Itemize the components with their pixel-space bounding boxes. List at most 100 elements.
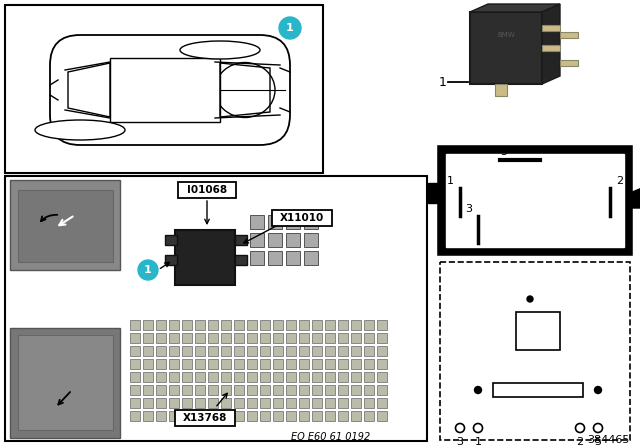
Bar (143, 411, 153, 421)
Bar (234, 359, 244, 369)
Bar (304, 215, 318, 229)
Bar (250, 233, 264, 247)
Bar (286, 398, 296, 408)
Circle shape (138, 260, 158, 280)
Bar (195, 385, 205, 395)
Bar (268, 251, 282, 265)
Bar (286, 233, 300, 247)
Bar (156, 359, 166, 369)
Bar (299, 398, 309, 408)
Bar (440, 262, 630, 440)
Bar (175, 410, 235, 426)
Bar (169, 372, 179, 382)
Bar (351, 333, 361, 343)
Bar (250, 215, 264, 229)
Bar (250, 251, 264, 265)
Bar (221, 411, 231, 421)
Text: X11010: X11010 (280, 213, 324, 223)
Bar (221, 333, 231, 343)
Bar (130, 359, 140, 369)
Text: 384465: 384465 (588, 435, 630, 445)
Bar (182, 359, 192, 369)
Bar (195, 398, 205, 408)
Bar (304, 251, 318, 265)
Bar (286, 359, 296, 369)
Bar (338, 411, 348, 421)
Bar (143, 359, 153, 369)
Bar (260, 320, 270, 330)
Bar (351, 398, 361, 408)
Text: I01068: I01068 (187, 185, 227, 195)
Bar (299, 320, 309, 330)
Text: 3: 3 (456, 437, 463, 447)
Bar (286, 215, 300, 229)
Bar (10, 180, 120, 270)
Bar (560, 60, 578, 66)
Bar (273, 346, 283, 356)
Bar (351, 320, 361, 330)
Bar (247, 372, 257, 382)
Circle shape (595, 387, 602, 393)
Bar (338, 346, 348, 356)
Bar (182, 333, 192, 343)
Bar (286, 385, 296, 395)
Bar (325, 385, 335, 395)
Bar (542, 45, 560, 51)
Bar (165, 235, 177, 245)
Bar (338, 320, 348, 330)
Bar (364, 333, 374, 343)
Ellipse shape (35, 120, 125, 140)
Bar (299, 411, 309, 421)
Bar (325, 359, 335, 369)
Bar (156, 398, 166, 408)
Polygon shape (542, 4, 560, 84)
Bar (247, 346, 257, 356)
Bar (495, 84, 507, 96)
FancyBboxPatch shape (50, 35, 290, 145)
Bar (208, 372, 218, 382)
Bar (286, 251, 300, 265)
Ellipse shape (215, 63, 275, 117)
Bar (325, 372, 335, 382)
Bar (312, 346, 322, 356)
Bar (286, 411, 296, 421)
Circle shape (279, 17, 301, 39)
Bar (273, 320, 283, 330)
Bar (247, 411, 257, 421)
Bar (234, 385, 244, 395)
Polygon shape (470, 4, 560, 12)
Bar (221, 359, 231, 369)
Bar (286, 333, 296, 343)
Bar (377, 346, 387, 356)
Bar (338, 372, 348, 382)
Text: 1: 1 (447, 176, 454, 186)
Circle shape (593, 423, 602, 432)
Bar (542, 25, 560, 31)
Bar (260, 411, 270, 421)
Bar (299, 333, 309, 343)
Bar (208, 346, 218, 356)
Bar (364, 385, 374, 395)
Bar (182, 411, 192, 421)
Bar (247, 320, 257, 330)
Bar (208, 385, 218, 395)
Bar (208, 333, 218, 343)
Bar (286, 372, 296, 382)
Bar (273, 411, 283, 421)
Bar (143, 372, 153, 382)
Bar (143, 385, 153, 395)
Bar (260, 372, 270, 382)
Bar (377, 372, 387, 382)
Bar (364, 346, 374, 356)
Bar (110, 58, 220, 122)
Bar (470, 12, 542, 84)
Text: 1: 1 (286, 23, 294, 33)
Bar (351, 385, 361, 395)
Bar (221, 346, 231, 356)
Circle shape (474, 423, 483, 432)
Circle shape (527, 296, 533, 302)
Bar (169, 333, 179, 343)
Text: BMW: BMW (497, 32, 515, 38)
Bar (312, 398, 322, 408)
Bar (234, 346, 244, 356)
